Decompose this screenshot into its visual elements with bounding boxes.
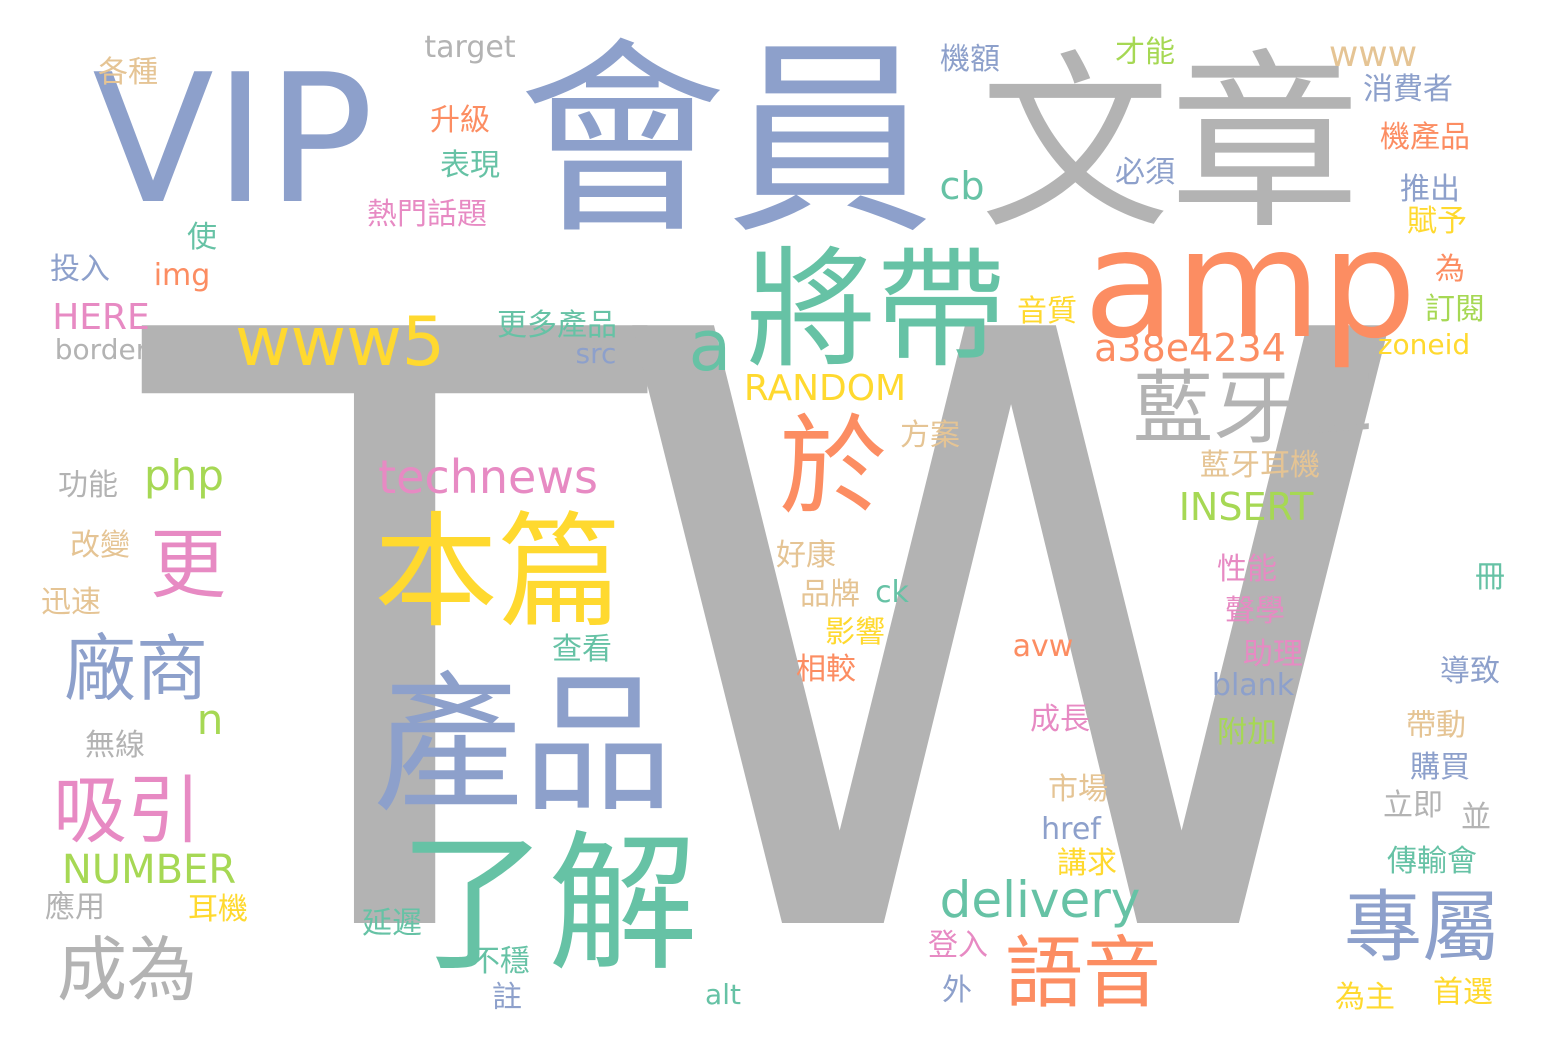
word: www5 [234,303,446,382]
word: INSERT [1178,485,1314,529]
word: 並 [1461,800,1491,835]
word: 傳輸會 [1387,844,1477,879]
word: 冊 [1475,560,1505,595]
word: 消費者 [1363,72,1453,107]
word: 品牌 [800,577,860,612]
word: 於 [778,405,888,530]
word: 註 [492,980,522,1015]
word: cb [939,164,985,208]
word: 應用 [45,890,105,925]
word: 導致 [1440,654,1500,689]
word: 外 [942,973,972,1008]
word: technews [378,450,598,504]
word: 附加 [1217,715,1277,750]
word: 影響 [825,615,885,650]
word: 查看 [552,632,612,667]
word: 投入 [50,252,110,287]
word: 藍牙耳 [1133,362,1373,455]
word: zoneid [1377,328,1471,361]
word: 成長 [1030,702,1090,737]
word: 性能 [1217,552,1277,587]
word: 成為 [57,929,197,1011]
word: 會員 [518,21,934,263]
word: avw [1012,629,1074,664]
word: NUMBER [61,847,237,893]
word: 使 [187,220,217,255]
word: 產品 [372,659,674,833]
word: 延遲 [362,906,422,941]
word: src [575,337,617,370]
word: 登入 [928,928,988,963]
word: 更 [150,520,226,609]
word: 助理 [1243,637,1303,672]
word: 無線 [85,728,145,763]
word: 市場 [1048,772,1108,807]
word: 聲學 [1225,594,1285,629]
word: TW [144,163,1416,1052]
word: 購買 [1410,750,1470,785]
word: href [1041,812,1101,847]
word: 相較 [796,652,856,687]
word: 更多產品 [497,308,617,343]
word: 迅速 [41,585,101,620]
word: 訂閱 [1425,292,1485,327]
word: 好康 [776,538,836,573]
word: a [688,305,732,387]
word: 廠商 [63,627,209,711]
word: target [424,30,516,65]
word: n [196,695,224,744]
word: alt [705,978,741,1011]
word: 將帶 [745,234,1007,386]
word: 機產品 [1380,120,1470,155]
word: RANDOM [743,368,907,409]
word: 耳機 [188,892,248,927]
word: 立即 [1383,788,1443,823]
word: amp [1083,198,1417,372]
word: 吸引 [53,768,201,854]
word: 推出 [1400,172,1460,207]
word: 本篇 [373,501,623,645]
word: delivery [939,871,1141,929]
word: 語音 [1004,929,1162,1019]
word: 帶動 [1406,708,1466,743]
word: img [153,258,211,293]
word: 機額 [940,42,1000,77]
word: 改變 [70,528,130,563]
word: 了解 [397,818,699,992]
word: 熱門話題 [367,197,487,232]
word: ck [875,575,909,610]
word: 功能 [58,468,118,503]
word: 不穩 [470,944,530,979]
word: 各種 [98,55,158,90]
word: 藍牙耳機 [1200,448,1320,483]
word: 專屬 [1343,883,1501,973]
word: HERE [52,297,150,338]
word: www [1328,34,1418,75]
word: 方案 [900,418,960,453]
word: 文章 [979,34,1361,255]
word: php [144,451,224,500]
word: blank [1211,668,1295,703]
word: border [54,333,148,366]
word: 升級 [430,103,490,138]
word: 音質 [1017,294,1077,329]
word: a38e4234 [1094,326,1286,370]
word: 為 [1435,252,1465,287]
word: VIP [92,36,374,243]
word: 為主 [1335,980,1395,1015]
word: 賦予 [1407,204,1467,239]
word: 才能 [1115,35,1175,70]
word: 講求 [1057,846,1117,881]
word: 首選 [1433,975,1493,1010]
word: 表現 [440,148,500,183]
word: 必須 [1115,155,1175,190]
